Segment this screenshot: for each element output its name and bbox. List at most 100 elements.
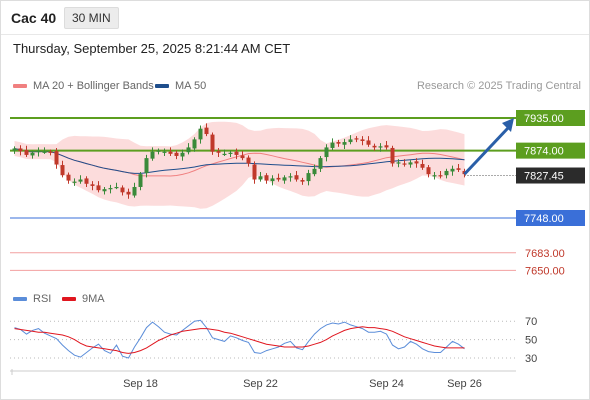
legend-9ma-label: 9MA <box>82 293 105 305</box>
candle-body <box>294 175 299 180</box>
candle-body <box>174 152 179 156</box>
level-label-lower: 7650.00 <box>525 265 565 277</box>
candle-body <box>258 176 263 180</box>
candle-body <box>222 153 227 156</box>
candle-body <box>30 152 35 156</box>
candle-body <box>414 161 419 164</box>
candle-body <box>324 147 329 158</box>
header-divider <box>0 34 590 35</box>
legend-rsi-label: RSI <box>33 293 52 305</box>
legend-ma20: MA 20 + Bollinger Bands <box>13 80 154 92</box>
candle-body <box>402 163 407 165</box>
rsi-swatch <box>13 297 27 301</box>
x-tick-label: Sep 22 <box>243 378 278 390</box>
candle-body <box>312 168 317 175</box>
candle-body <box>192 139 197 149</box>
projection-arrow <box>463 126 510 176</box>
candle-body <box>108 188 113 190</box>
rsi-tick-label: 70 <box>525 316 537 328</box>
candle-body <box>54 151 59 165</box>
candle-body <box>252 164 257 180</box>
candle-body <box>36 150 41 153</box>
current-price-tag <box>516 167 585 184</box>
candle-body <box>330 142 335 148</box>
candle-body <box>114 186 119 189</box>
ma20-swatch <box>13 84 27 88</box>
candle-body <box>18 148 23 152</box>
candle-body <box>426 167 431 175</box>
credit-text: Research © 2025 Trading Central <box>416 80 581 92</box>
candle-body <box>246 157 251 164</box>
candle-body <box>132 186 137 196</box>
level-label-resistance: 7874.00 <box>524 146 564 158</box>
candle-body <box>138 174 143 187</box>
candle-body <box>408 162 413 165</box>
legend-ma20-label: MA 20 + Bollinger Bands <box>33 80 154 92</box>
candle-body <box>162 151 167 153</box>
candle-body <box>396 162 401 164</box>
candle-body <box>420 163 425 168</box>
level-tag-support <box>516 210 585 226</box>
ma50-line <box>14 148 465 174</box>
candle-body <box>120 187 125 193</box>
rsi-ma-swatch <box>62 297 76 301</box>
candle-body <box>96 185 101 191</box>
candle-body <box>366 140 371 145</box>
candle-body <box>432 175 437 177</box>
candle-body <box>12 148 17 151</box>
level-tag-resistance <box>516 110 585 126</box>
rsi-line <box>14 319 465 359</box>
candle-body <box>198 128 203 140</box>
candle-body <box>180 152 185 157</box>
candle-body <box>42 151 47 153</box>
candle-body <box>48 151 53 153</box>
candle-body <box>360 139 365 141</box>
candle-body <box>270 178 275 182</box>
current-price-label: 7827.45 <box>524 171 564 183</box>
x-tick-label: Sep 24 <box>369 378 404 390</box>
candle-body <box>390 147 395 164</box>
legend-ma50-label: MA 50 <box>175 80 207 92</box>
level-label-support: 7748.00 <box>524 213 564 225</box>
candle-body <box>444 170 449 176</box>
candle-body <box>456 168 461 170</box>
candle-body <box>450 168 455 172</box>
candle-body <box>342 142 347 145</box>
candle-body <box>240 155 245 159</box>
candle-body <box>168 151 173 154</box>
x-tick-label: Sep 18 <box>123 378 158 390</box>
x-tick-label: Sep 26 <box>447 378 482 390</box>
candle-body <box>150 151 155 159</box>
candle-body <box>228 152 233 154</box>
projection-arrowhead <box>502 118 514 132</box>
candle-body <box>354 138 359 140</box>
level-tag-resistance <box>516 142 585 159</box>
rsi-ma-line <box>14 326 465 354</box>
candle-body <box>216 151 221 153</box>
bollinger-band <box>14 121 465 209</box>
symbol-title: Cac 40 <box>11 10 57 26</box>
candle-body <box>186 147 191 153</box>
candle-body <box>336 142 341 144</box>
candle-body <box>24 150 29 155</box>
candle-body <box>282 177 287 181</box>
candle-body <box>438 175 443 177</box>
timeframe-button[interactable]: 30 MIN <box>64 7 119 29</box>
candle-body <box>204 127 209 135</box>
candle-body <box>126 191 131 195</box>
candle-body <box>372 145 377 148</box>
legend-9ma: 9MA <box>62 293 105 305</box>
level-label-resistance: 7935.00 <box>524 113 564 125</box>
candle-body <box>102 189 107 192</box>
level-label-lower: 7683.00 <box>525 248 565 260</box>
candle-body <box>60 165 65 176</box>
candle-body <box>144 158 149 174</box>
candle-body <box>384 145 389 148</box>
candle-body <box>300 180 305 182</box>
candle-body <box>306 173 311 182</box>
candle-body <box>66 174 71 181</box>
legend-rsi: RSI <box>13 293 51 305</box>
rsi-tick-label: 50 <box>525 335 537 347</box>
candle-body <box>276 177 281 180</box>
